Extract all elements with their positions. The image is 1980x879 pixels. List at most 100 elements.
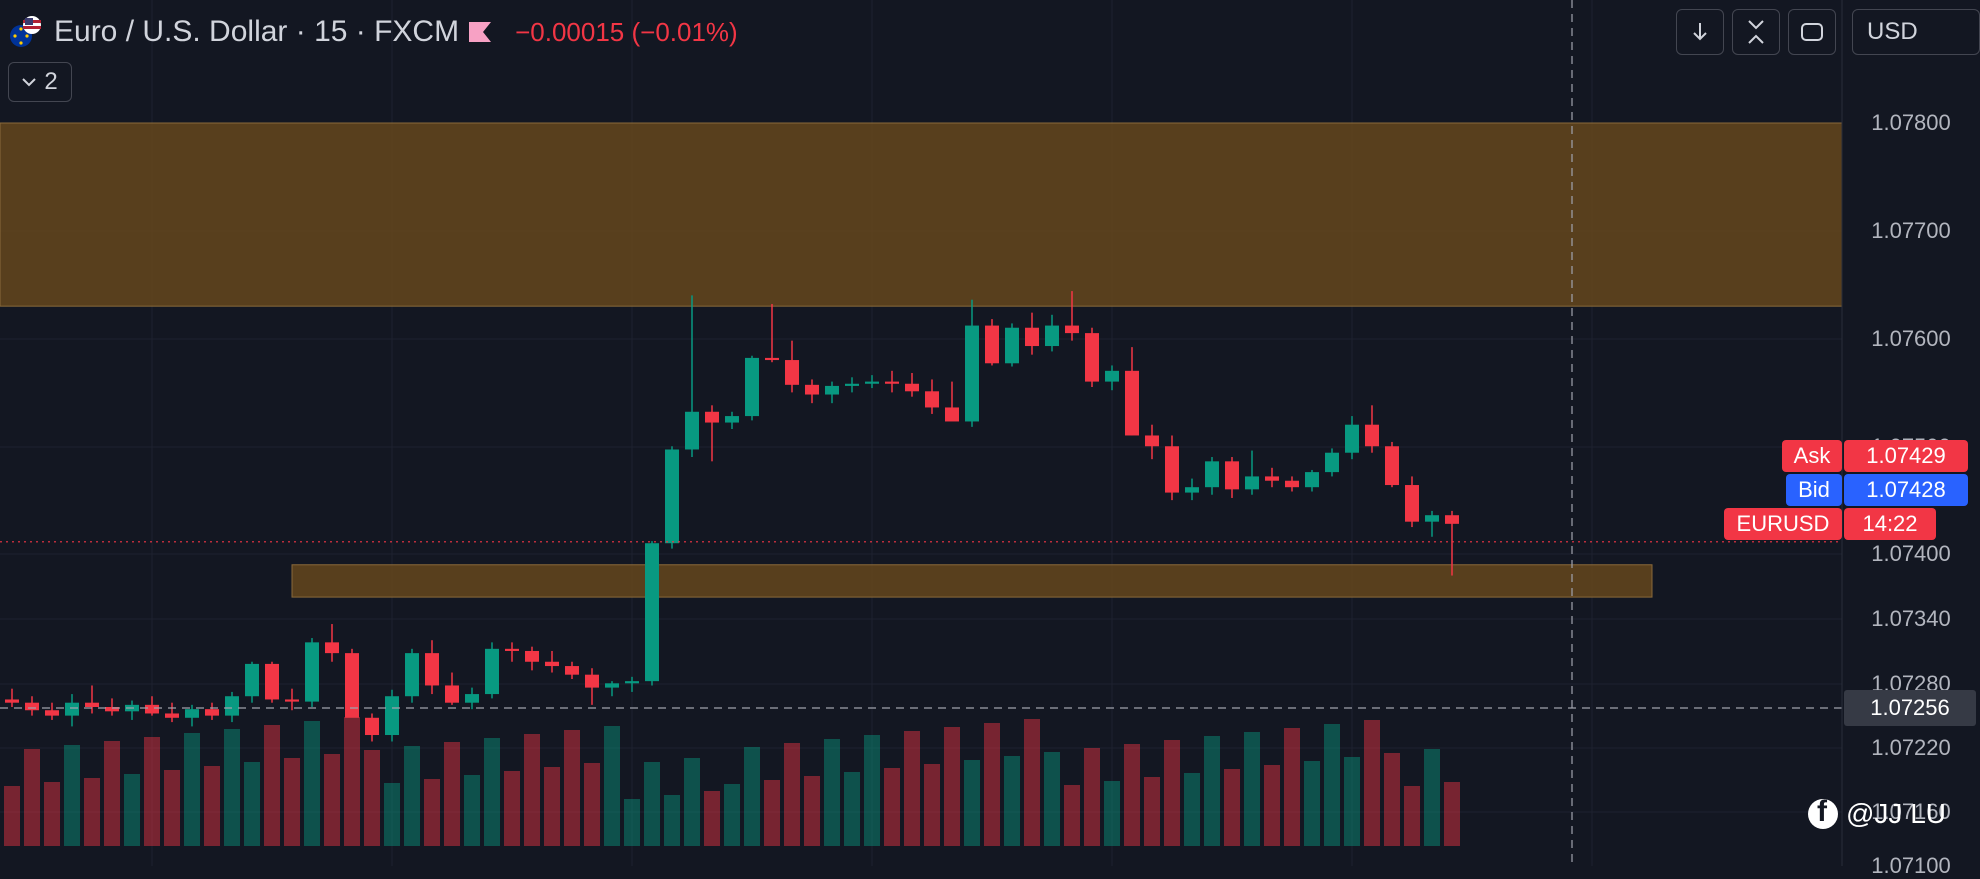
volume-bar xyxy=(644,762,660,846)
symbol-header[interactable]: Euro / U.S. Dollar · 15 · FXCM −0.00015 … xyxy=(8,10,738,54)
volume-bar xyxy=(504,771,520,846)
volume-bar xyxy=(404,746,420,846)
candle-up xyxy=(725,416,739,423)
candle-down xyxy=(1085,333,1099,382)
candle-up xyxy=(1205,461,1219,488)
volume-bar xyxy=(904,731,920,846)
volume-bar xyxy=(1324,724,1340,846)
candle-down xyxy=(785,360,799,385)
ask-price: 1.07429 xyxy=(1844,440,1968,472)
volume-bar xyxy=(364,750,380,846)
eu-us-flag-icon xyxy=(8,14,44,50)
volume-bar xyxy=(1264,765,1280,846)
volume-bar xyxy=(944,727,960,846)
candle-down xyxy=(945,407,959,422)
bid-label: Bid xyxy=(1786,474,1842,506)
candle-down xyxy=(105,707,119,712)
volume-bar xyxy=(124,774,140,846)
candle-up xyxy=(1185,487,1199,493)
candle-down xyxy=(1385,446,1399,486)
indicator-count: 2 xyxy=(44,68,58,95)
volume-bar xyxy=(784,743,800,846)
volume-bar xyxy=(1444,782,1460,846)
candle-up xyxy=(745,357,759,417)
candle-down xyxy=(925,391,939,408)
collapse-arrows-icon xyxy=(1748,20,1764,44)
price-tick: 1.07100 xyxy=(1871,853,1951,878)
volume-bar xyxy=(884,768,900,846)
candle-down xyxy=(705,411,719,423)
candle-down xyxy=(585,674,599,688)
volume-bar xyxy=(1424,749,1440,846)
candle-up xyxy=(1345,424,1359,453)
candle-down xyxy=(885,381,899,384)
volume-bar xyxy=(1244,732,1260,846)
volume-bar xyxy=(1304,761,1320,846)
volume-bar xyxy=(1204,736,1220,846)
bid-price: 1.07428 xyxy=(1844,474,1968,506)
volume-bar xyxy=(4,786,20,846)
crosshair-price-label: 1.07256 xyxy=(1844,690,1976,726)
candle-down xyxy=(1025,327,1039,347)
volume-bar xyxy=(204,766,220,846)
candle-down xyxy=(505,648,519,651)
volume-bar xyxy=(184,733,200,846)
price-tick: 1.07700 xyxy=(1871,218,1951,243)
candle-up xyxy=(185,709,199,718)
volume-bar xyxy=(564,730,580,846)
volume-bar xyxy=(544,767,560,846)
indicators-collapse-button[interactable]: 2 xyxy=(8,62,72,102)
candle-down xyxy=(45,710,59,716)
collapse-chart-button[interactable] xyxy=(1732,9,1780,55)
candle-down xyxy=(1445,515,1459,524)
symbol-title[interactable]: Euro / U.S. Dollar · 15 · FXCM xyxy=(54,15,460,48)
candle-up xyxy=(825,385,839,395)
scroll-to-latest-button[interactable] xyxy=(1676,9,1724,55)
candle-up xyxy=(605,683,619,688)
volume-bar xyxy=(724,784,740,846)
volume-bar xyxy=(1124,744,1140,846)
candle-down xyxy=(1145,435,1159,447)
volume-bar xyxy=(864,735,880,846)
candle-down xyxy=(765,357,779,361)
price-tick: 1.07400 xyxy=(1871,541,1951,566)
currency-value: USD xyxy=(1867,18,1918,45)
fullscreen-button[interactable] xyxy=(1788,9,1836,55)
volume-bar xyxy=(704,791,720,846)
volume-bar xyxy=(44,782,60,846)
candle-down xyxy=(205,709,219,716)
volume-bar xyxy=(444,742,460,846)
candle-down xyxy=(1125,370,1139,436)
candle-up xyxy=(225,696,239,716)
price-tick: 1.07220 xyxy=(1871,735,1951,760)
volume-bar xyxy=(384,783,400,846)
volume-bar xyxy=(1344,757,1360,846)
flag-icon[interactable] xyxy=(469,22,492,42)
candle-up xyxy=(645,543,659,682)
volume-bar xyxy=(24,749,40,846)
volume-bar xyxy=(344,717,360,846)
volume-bar xyxy=(1104,781,1120,846)
volume-bar xyxy=(604,726,620,846)
candle-down xyxy=(325,642,339,654)
candle-up xyxy=(485,648,499,695)
volume-bar xyxy=(64,745,80,846)
price-tick: 1.07600 xyxy=(1871,326,1951,351)
candle-down xyxy=(5,699,19,703)
watermark-text: @JJ LU xyxy=(1846,798,1946,829)
candle-down xyxy=(165,713,179,718)
volume-bar xyxy=(1144,777,1160,846)
candle-down xyxy=(345,653,359,718)
candle-up xyxy=(685,411,699,450)
volume-bar xyxy=(464,775,480,846)
ask-label: Ask xyxy=(1782,440,1842,472)
volume-bar xyxy=(264,725,280,846)
volume-bar xyxy=(664,795,680,846)
candle-up xyxy=(965,325,979,422)
volume-bar xyxy=(764,780,780,846)
currency-select[interactable]: USD xyxy=(1852,9,1980,55)
fullscreen-icon xyxy=(1801,23,1823,41)
candle-down xyxy=(1065,325,1079,334)
candle-up xyxy=(1425,515,1439,522)
